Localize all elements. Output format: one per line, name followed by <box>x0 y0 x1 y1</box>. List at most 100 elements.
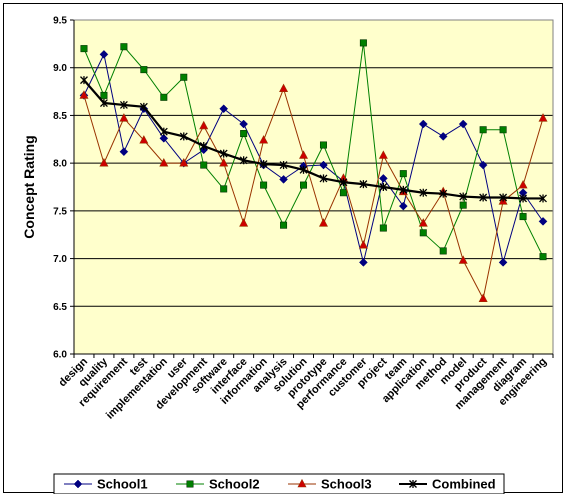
legend-marker-combined <box>409 480 417 488</box>
data-point-school2 <box>300 181 308 189</box>
legend-entry-school3: School3 <box>288 477 372 492</box>
data-point-school2 <box>499 126 507 134</box>
data-point-combined <box>179 132 188 141</box>
data-point-school3 <box>358 240 368 249</box>
y-tick-label: 6.0 <box>53 350 67 361</box>
data-point-combined <box>139 102 148 111</box>
series-line-combined <box>83 79 544 200</box>
data-point-school1 <box>538 217 548 226</box>
data-point-combined <box>299 165 308 174</box>
data-point-school3 <box>99 158 109 167</box>
data-point-school2 <box>80 45 88 53</box>
y-tick-label: 8.0 <box>53 159 67 170</box>
data-point-school3 <box>418 218 428 227</box>
series-combined <box>80 76 547 203</box>
data-point-combined <box>99 99 108 108</box>
legend-label-school3: School3 <box>321 477 372 492</box>
data-point-school3 <box>219 158 229 167</box>
data-point-school2 <box>539 253 547 261</box>
data-point-school3 <box>239 218 249 227</box>
legend-entry-school2: School2 <box>176 477 260 492</box>
data-point-combined <box>459 192 468 201</box>
data-point-school1 <box>359 258 368 267</box>
legend-marker-school2 <box>186 480 194 488</box>
data-point-school3 <box>378 150 388 159</box>
data-point-school3 <box>458 255 468 264</box>
data-point-school2 <box>200 161 208 169</box>
data-point-school2 <box>180 73 188 81</box>
data-point-school2 <box>339 189 347 197</box>
legend-label-combined: Combined <box>432 477 496 492</box>
data-point-school3 <box>79 90 89 99</box>
y-tick-label: 8.5 <box>53 111 67 122</box>
y-tick-labels: 6.0 6.5 7.0 7.5 8.0 8.5 9.0 9.5 <box>53 16 67 361</box>
data-point-combined <box>319 174 328 183</box>
y-tick-label: 9.5 <box>53 16 67 27</box>
data-point-school1 <box>159 133 169 143</box>
data-point-school3 <box>139 135 149 144</box>
legend-label-school2: School2 <box>209 477 260 492</box>
data-point-combined <box>159 127 168 136</box>
series-layer <box>79 39 548 302</box>
data-point-school3 <box>299 150 309 159</box>
data-point-school3 <box>259 135 269 144</box>
data-point-combined <box>519 194 528 203</box>
data-point-combined <box>279 161 288 170</box>
data-point-school3 <box>119 113 129 122</box>
data-point-school1 <box>319 160 328 170</box>
data-point-school2 <box>220 185 228 193</box>
data-point-school2 <box>439 247 447 255</box>
data-point-school2 <box>100 91 108 99</box>
y-tick-label: 9.0 <box>53 63 67 74</box>
data-point-school1 <box>418 119 428 129</box>
data-point-school3 <box>478 293 488 302</box>
data-point-school2 <box>140 66 148 74</box>
data-point-school2 <box>240 130 248 138</box>
concept-rating-chart: 6.0 6.5 7.0 7.5 8.0 8.5 9.0 9.5 designqualityre… <box>21 16 554 494</box>
data-point-combined <box>259 160 268 169</box>
data-point-school1 <box>379 174 388 183</box>
data-point-combined <box>80 76 88 85</box>
data-point-school2 <box>260 181 268 189</box>
chart-frame: 6.0 6.5 7.0 7.5 8.0 8.5 9.0 9.5 design quality re… <box>3 3 563 494</box>
data-point-combined <box>539 194 547 203</box>
data-point-school3 <box>538 113 548 122</box>
data-point-school1 <box>99 50 109 59</box>
data-point-school2 <box>120 43 128 51</box>
data-point-school1 <box>239 119 248 129</box>
data-point-school2 <box>479 126 487 134</box>
legend-label-school1: School1 <box>97 477 148 492</box>
data-point-school1 <box>398 201 408 211</box>
legend-marker-school1 <box>73 479 83 489</box>
data-point-school2 <box>319 141 327 149</box>
data-point-school3 <box>179 158 189 167</box>
data-point-combined <box>399 185 408 194</box>
data-point-school2 <box>399 170 407 178</box>
data-point-combined <box>119 100 128 109</box>
data-point-school2 <box>519 213 527 221</box>
data-point-school3 <box>159 158 169 167</box>
legend-marker-school3 <box>297 478 307 488</box>
data-point-school3 <box>518 179 528 189</box>
y-axis-title: Concept Rating <box>21 135 37 238</box>
data-point-school1 <box>279 175 288 184</box>
data-point-school1 <box>458 119 468 129</box>
data-point-combined <box>439 189 448 198</box>
data-point-school1 <box>119 147 129 157</box>
data-point-school1 <box>498 258 508 267</box>
data-point-school2 <box>419 229 427 237</box>
y-tick-label: 6.5 <box>53 302 67 313</box>
y-tick-label: 7.5 <box>53 206 67 217</box>
data-point-combined <box>419 188 428 197</box>
data-point-school1 <box>478 160 488 170</box>
axes <box>73 19 554 358</box>
legend-entry-combined: Combined <box>399 477 496 492</box>
data-point-combined <box>499 193 508 202</box>
data-point-school1 <box>219 104 229 114</box>
data-point-school3 <box>199 120 209 130</box>
data-point-combined <box>359 180 368 189</box>
series-school2 <box>80 39 547 261</box>
data-point-combined <box>379 183 388 191</box>
data-point-school2 <box>160 93 168 101</box>
plot-area <box>74 20 553 354</box>
